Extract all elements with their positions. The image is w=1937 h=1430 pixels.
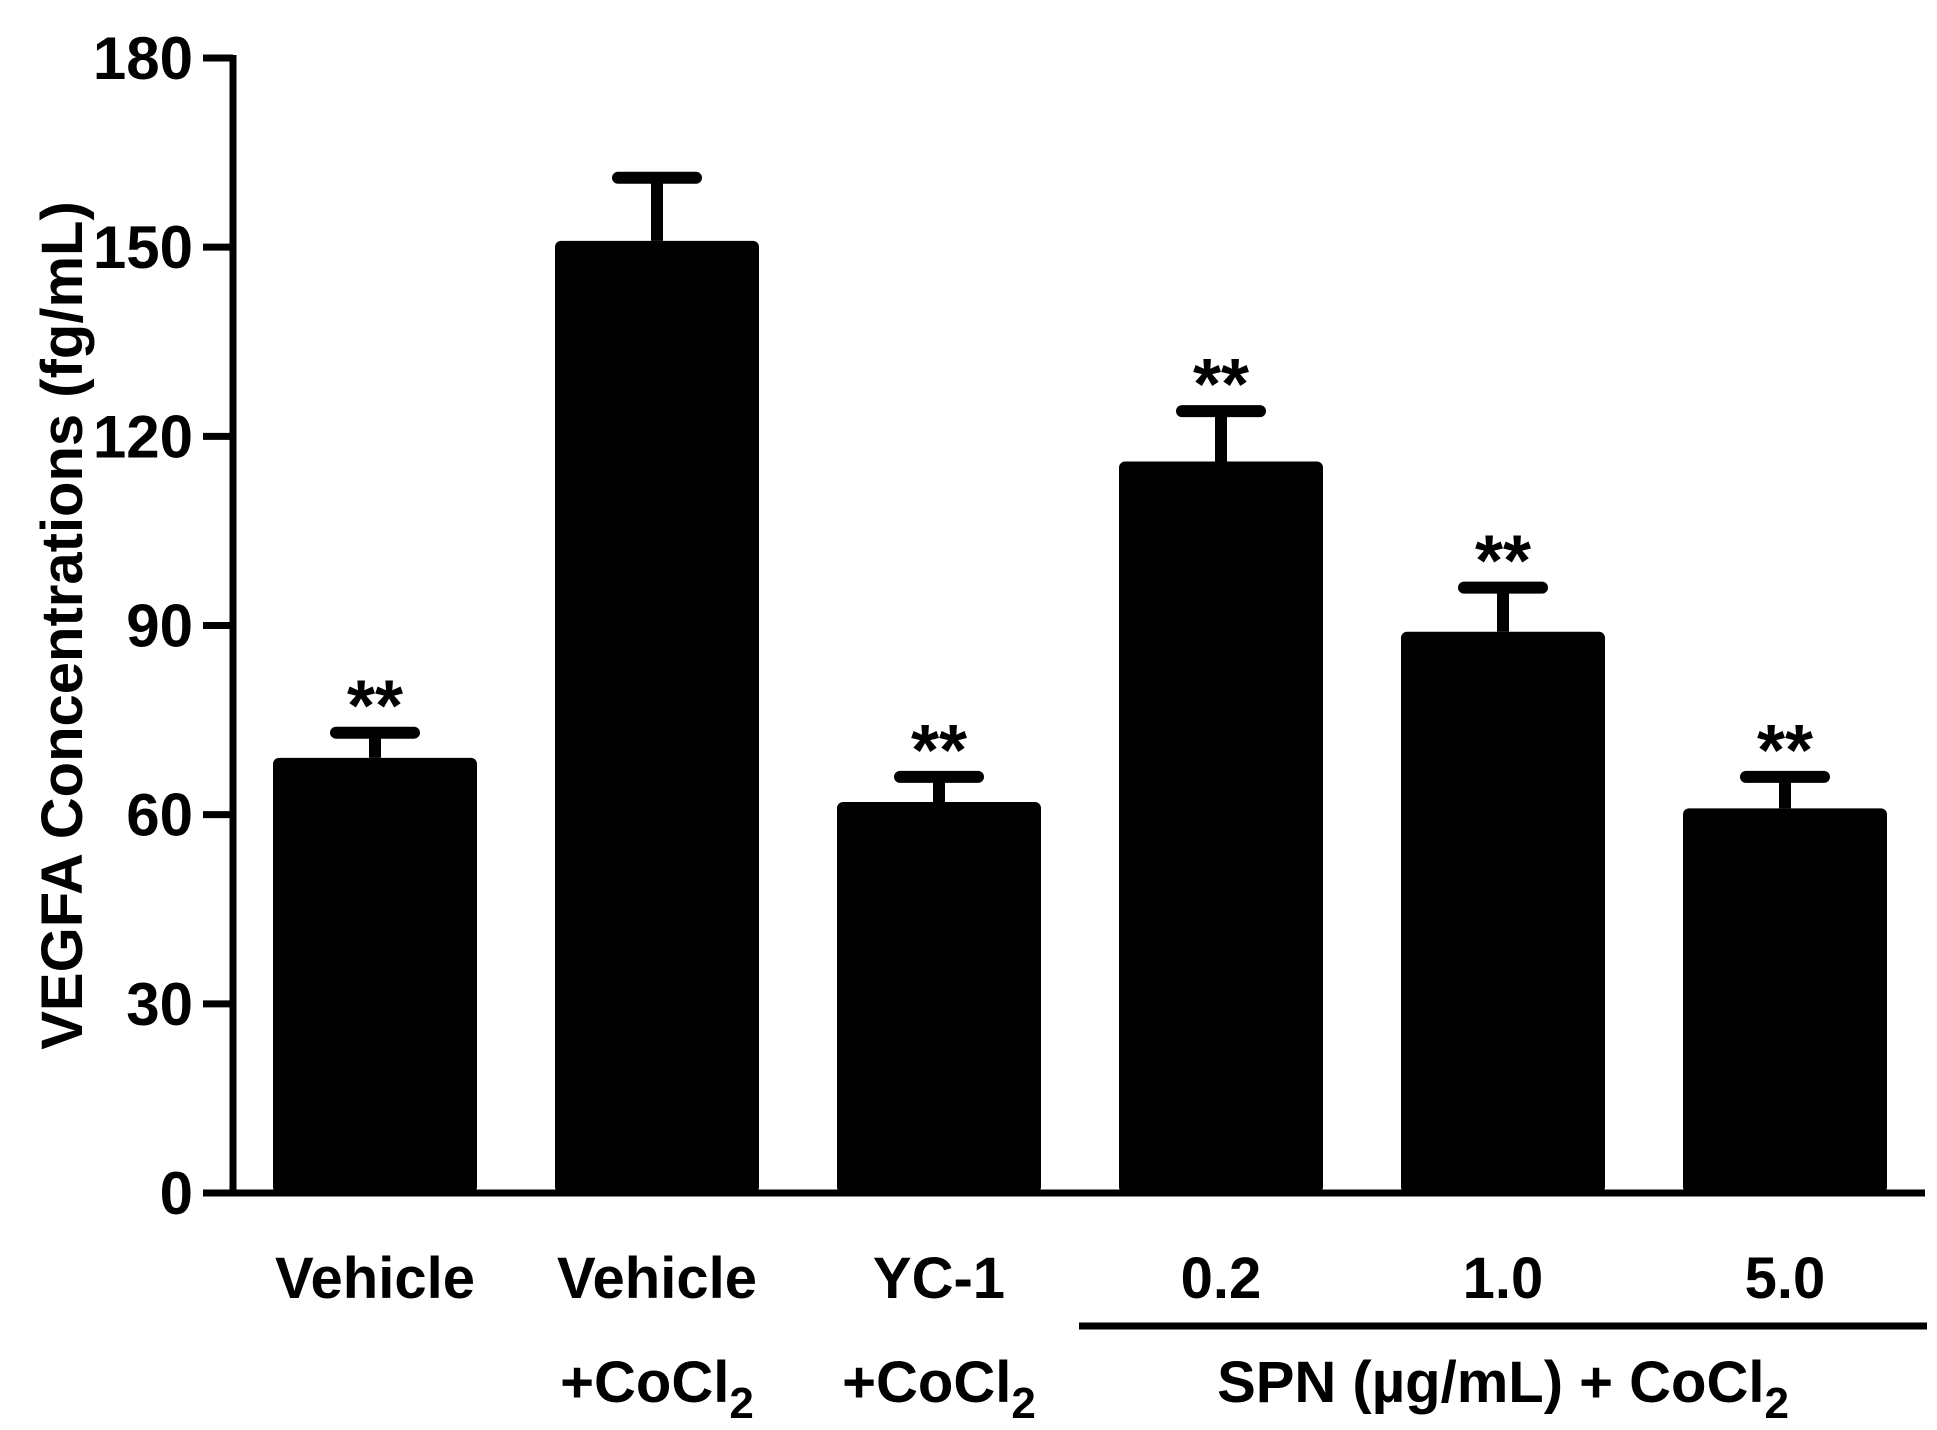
bar [1401, 631, 1605, 1193]
y-tick-label: 60 [126, 782, 193, 849]
x-tick-label: Vehicle [275, 1246, 475, 1311]
significance-label: ** [911, 711, 967, 791]
x-tick-label: 0.2 [1181, 1246, 1262, 1311]
significance-label: ** [1193, 345, 1249, 425]
significance-label: ** [347, 667, 403, 747]
y-axis-title: VEGFA Concentrations (fg/mL) [30, 201, 95, 1050]
x-tick-label: 5.0 [1745, 1246, 1826, 1311]
axes [229, 55, 1925, 1197]
bar [555, 240, 759, 1194]
x-tick-label-line2: +CoCl2 [842, 1350, 1036, 1428]
y-tick-label: 90 [126, 593, 193, 660]
chart-marks: ** ** ** ** ** [273, 171, 1887, 1194]
x-labels: Vehicle Vehicle +CoCl2 YC-1 +CoCl2 0.2 1.0 5.0 S… [275, 1246, 1927, 1428]
x-tick-label: Vehicle [557, 1246, 757, 1311]
group-label: SPN (µg/mL) + CoCl2 [1217, 1350, 1789, 1428]
x-tick-label: YC-1 [873, 1246, 1005, 1311]
y-tick-label: 120 [93, 403, 193, 470]
bar [837, 802, 1041, 1193]
y-tick-label: 150 [93, 214, 193, 281]
x-tick-label-line2: +CoCl2 [560, 1350, 754, 1428]
bar [1683, 808, 1887, 1193]
bar [273, 757, 477, 1193]
x-tick-label: 1.0 [1463, 1246, 1544, 1311]
bar [1119, 461, 1323, 1193]
y-tick-label: 0 [160, 1160, 193, 1227]
significance-label: ** [1475, 522, 1531, 602]
significance-label: ** [1757, 711, 1813, 791]
y-tick-label: 180 [93, 25, 193, 92]
y-ticks: 0 30 60 90 120 150 180 [93, 25, 233, 1227]
y-tick-label: 30 [126, 971, 193, 1038]
